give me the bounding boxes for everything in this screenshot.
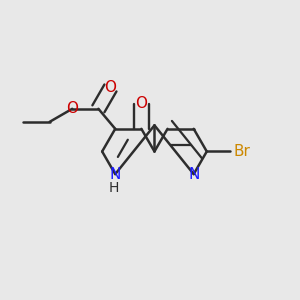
Text: H: H <box>109 181 119 194</box>
Text: O: O <box>66 101 78 116</box>
Text: Br: Br <box>233 144 250 159</box>
Text: N: N <box>110 167 121 182</box>
Text: O: O <box>104 80 116 95</box>
Text: N: N <box>188 167 200 182</box>
Text: O: O <box>135 97 147 112</box>
